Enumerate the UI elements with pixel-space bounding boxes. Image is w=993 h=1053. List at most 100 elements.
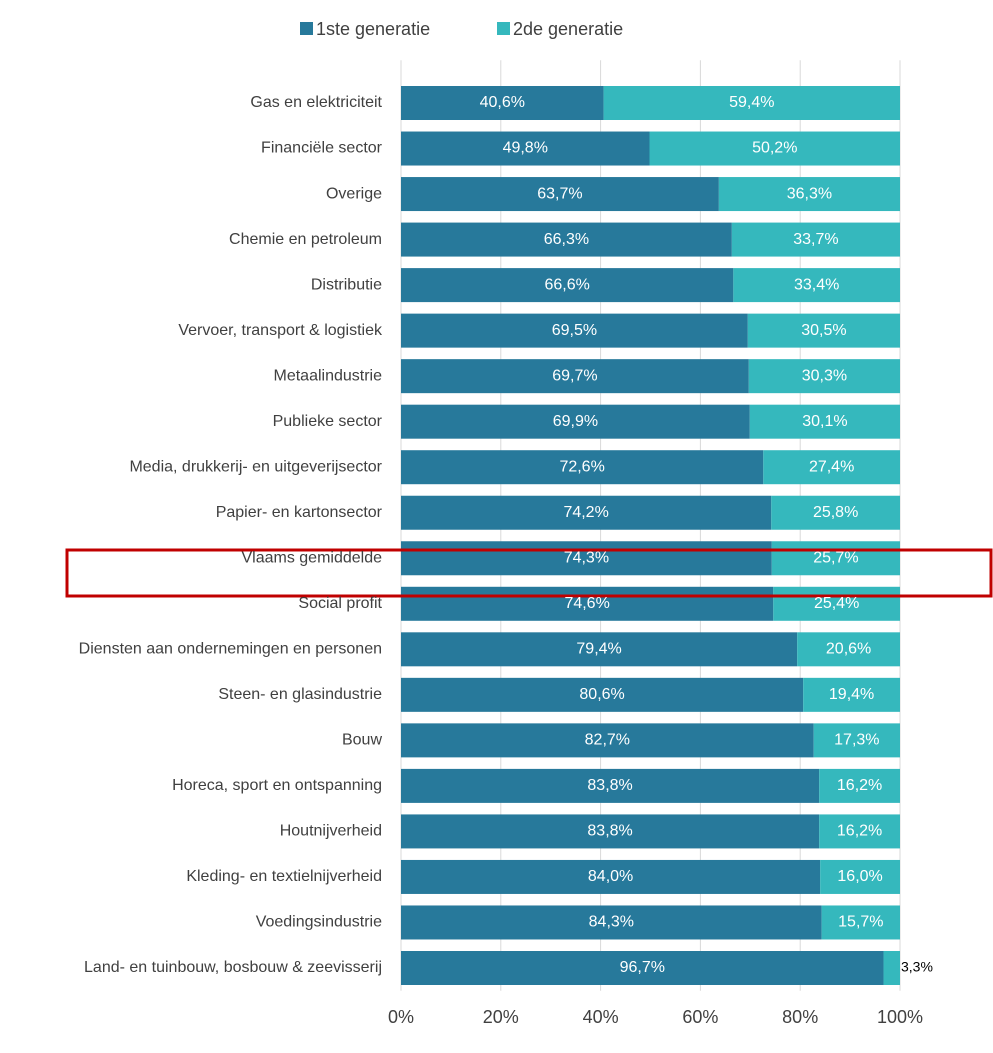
value-label: 69,5% (552, 322, 597, 339)
value-label: 30,1% (802, 413, 847, 430)
legend-label: 1ste generatie (316, 19, 430, 39)
value-label: 27,4% (809, 458, 854, 475)
value-label: 20,6% (826, 641, 871, 658)
value-label: 79,4% (576, 641, 621, 658)
category-label: Social profit (298, 595, 382, 612)
value-label: 17,3% (834, 732, 879, 749)
bar-segment (797, 632, 900, 667)
value-label: 50,2% (752, 140, 797, 157)
value-label: 25,7% (813, 549, 858, 566)
bar-segment (771, 541, 900, 576)
value-label: 66,3% (544, 231, 589, 248)
bar-segment (401, 768, 820, 803)
category-label: Vlaams gemiddelde (241, 549, 382, 566)
value-label: 69,9% (553, 413, 598, 430)
bar-segment (803, 677, 900, 712)
value-label: 25,8% (813, 504, 858, 521)
category-label: Papier- en kartonsector (216, 504, 383, 521)
bar-segment (401, 541, 772, 576)
value-label: 15,7% (838, 914, 883, 931)
bar-segment (820, 859, 900, 894)
category-label: Metaalindustrie (274, 367, 383, 384)
value-label: 74,2% (563, 504, 608, 521)
bar-segment (401, 313, 748, 348)
value-label: 3,3% (901, 959, 933, 975)
bar-segment (401, 268, 734, 303)
category-label: Bouw (342, 732, 382, 749)
bar-segment (819, 768, 900, 803)
value-label: 16,0% (837, 868, 882, 885)
bars (401, 86, 900, 985)
bar-segment (883, 951, 900, 985)
x-tick-label: 40% (583, 1007, 619, 1027)
bar-segment (401, 86, 604, 120)
value-label: 96,7% (620, 959, 665, 976)
value-label: 16,2% (837, 777, 882, 794)
category-label: Gas en elektriciteit (250, 94, 382, 111)
x-tick-label: 100% (877, 1007, 923, 1027)
bar-segment (733, 268, 900, 303)
bar-segment (401, 951, 884, 985)
category-label: Steen- en glasindustrie (218, 686, 382, 703)
value-label: 49,8% (503, 140, 548, 157)
legend-swatch (300, 22, 313, 35)
bar-segment (401, 222, 732, 257)
value-label: 83,8% (587, 823, 632, 840)
bar-segment (401, 859, 821, 894)
bar-segment (718, 177, 900, 212)
bar-segment (731, 222, 900, 257)
bar-segment (401, 450, 764, 485)
category-label: Kleding- en textielnijverheid (186, 868, 382, 885)
highlight-box (65, 548, 993, 598)
category-label: Financiële sector (261, 140, 383, 157)
bar-segment (401, 632, 798, 667)
bar-segment (813, 723, 900, 758)
value-label: 36,3% (787, 185, 832, 202)
value-label: 63,7% (537, 185, 582, 202)
bar-segment (401, 586, 774, 621)
value-label: 83,8% (587, 777, 632, 794)
category-label: Houtnijverheid (280, 823, 382, 840)
value-label: 59,4% (729, 94, 774, 111)
value-label: 80,6% (579, 686, 624, 703)
bar-segment (401, 814, 820, 849)
legend-swatch (497, 22, 510, 35)
value-label: 74,3% (564, 549, 609, 566)
value-label: 33,7% (793, 231, 838, 248)
category-label: Chemie en petroleum (229, 231, 382, 248)
category-label: Voedingsindustrie (256, 914, 382, 931)
x-tick-label: 60% (682, 1007, 718, 1027)
value-label: 30,5% (801, 322, 846, 339)
x-tick-label: 80% (782, 1007, 818, 1027)
value-label: 82,7% (585, 732, 630, 749)
value-label: 16,2% (837, 823, 882, 840)
bar-segment (401, 905, 822, 940)
value-label: 19,4% (829, 686, 874, 703)
value-label: 66,6% (544, 276, 589, 293)
bar-segment (771, 495, 900, 530)
category-label: Distributie (311, 276, 382, 293)
bar-segment (603, 86, 900, 120)
bar-segment (749, 404, 900, 439)
category-label: Overige (326, 185, 382, 202)
category-label: Vervoer, transport & logistiek (178, 322, 383, 339)
value-label: 84,3% (589, 914, 634, 931)
category-label: Horeca, sport en ontspanning (172, 777, 382, 794)
value-label: 25,4% (814, 595, 859, 612)
bar-segment (763, 450, 900, 485)
bar-segment (401, 677, 804, 712)
category-label: Land- en tuinbouw, bosbouw & zeevisserij (84, 959, 382, 976)
value-label: 33,4% (794, 276, 839, 293)
bar-segment (401, 495, 772, 530)
bar-segment (401, 359, 749, 394)
bar-segment (649, 131, 900, 166)
bar-segment (401, 723, 814, 758)
value-label: 74,6% (564, 595, 609, 612)
category-label: Publieke sector (273, 413, 383, 430)
x-tick-label: 0% (388, 1007, 414, 1027)
bar-segment (401, 131, 650, 166)
bar-segment (747, 313, 900, 348)
category-label: Diensten aan ondernemingen en personen (79, 641, 382, 658)
value-label: 72,6% (559, 458, 604, 475)
